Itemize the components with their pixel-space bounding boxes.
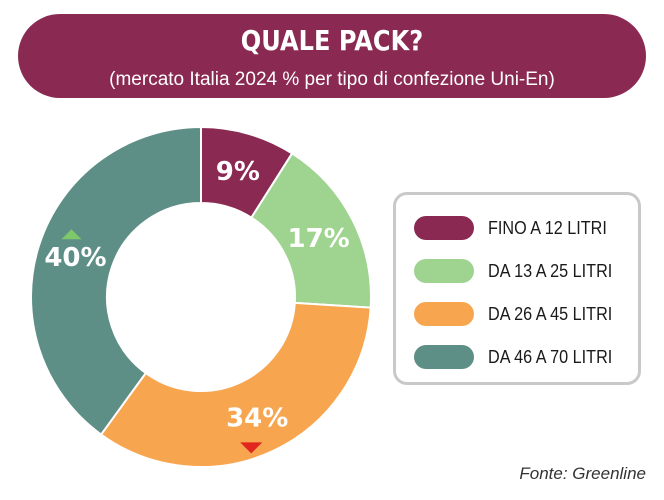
donut-slice-46-70 bbox=[30, 125, 202, 436]
trend-down-icon bbox=[240, 442, 263, 454]
legend-swatch-fino-12 bbox=[414, 216, 474, 240]
legend-label-13-25: DA 13 A 25 LITRI bbox=[488, 260, 613, 281]
legend-label-26-45: DA 26 A 45 LITRI bbox=[488, 303, 613, 324]
donut-label-26-45: 34% bbox=[226, 403, 288, 433]
trend-up-icon bbox=[61, 229, 82, 240]
chart-subtitle: (mercato Italia 2024 % per tipo di confe… bbox=[109, 69, 555, 90]
legend-item-26-45: DA 26 A 45 LITRI bbox=[414, 301, 626, 327]
legend-item-13-25: DA 13 A 25 LITRI bbox=[414, 258, 626, 284]
donut-slice-26-45 bbox=[99, 301, 372, 468]
legend-label-fino-12: FINO A 12 LITRI bbox=[488, 217, 607, 238]
legend-swatch-13-25 bbox=[414, 259, 474, 283]
chart-header: QUALE PACK? (mercato Italia 2024 % per t… bbox=[18, 14, 646, 98]
legend-label-46-70: DA 46 A 70 LITRI bbox=[488, 346, 613, 367]
chart-legend: FINO A 12 LITRI DA 13 A 25 LITRI DA 26 A… bbox=[393, 192, 641, 385]
donut-label-46-70: 40% bbox=[44, 243, 106, 273]
legend-item-fino-12: FINO A 12 LITRI bbox=[414, 215, 620, 241]
source-note: Fonte: Greenline bbox=[519, 464, 646, 483]
donut-label-fino-12: 9% bbox=[216, 157, 260, 187]
legend-item-46-70: DA 46 A 70 LITRI bbox=[414, 344, 626, 370]
chart-title: QUALE PACK? bbox=[240, 24, 424, 57]
donut-chart: 9% 17% 34% 40% bbox=[30, 125, 372, 468]
legend-swatch-46-70 bbox=[414, 345, 474, 369]
legend-swatch-26-45 bbox=[414, 302, 474, 326]
donut-label-13-25: 17% bbox=[287, 224, 349, 254]
